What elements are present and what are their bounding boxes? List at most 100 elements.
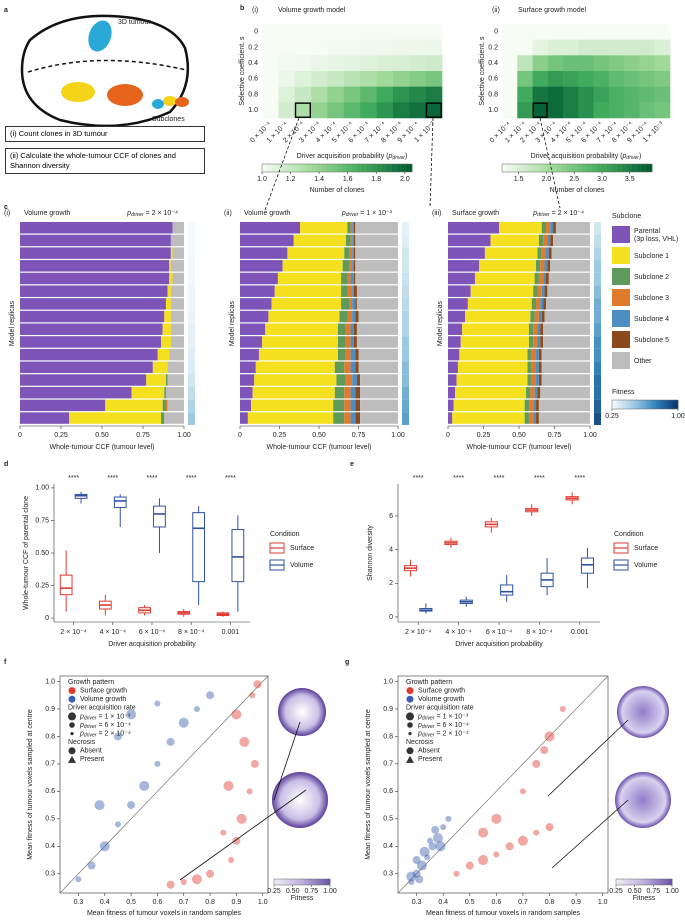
fitness-cell bbox=[402, 260, 409, 273]
x-tick-label: 0.75 bbox=[352, 432, 366, 439]
colorbar-step bbox=[512, 164, 518, 172]
bar-segment bbox=[350, 222, 353, 234]
heat-cell bbox=[311, 71, 328, 87]
colorbar-step bbox=[629, 879, 632, 885]
bar-segment bbox=[167, 285, 171, 297]
x-tick-label: 0.3 bbox=[412, 899, 422, 906]
x-tick-label: 0.7 bbox=[179, 899, 189, 906]
heat-cell bbox=[294, 24, 312, 40]
heat-cell bbox=[608, 102, 625, 119]
y-tick-label: 0.7 bbox=[383, 761, 393, 768]
bar-segment bbox=[344, 386, 351, 399]
bar-segment bbox=[252, 386, 335, 399]
fitness-cell bbox=[188, 260, 195, 273]
heat-cell bbox=[578, 71, 594, 87]
bar-segment bbox=[533, 412, 537, 424]
x-tick-label: 0.50 bbox=[512, 432, 526, 439]
heat-cell bbox=[392, 39, 410, 56]
legend-swatch bbox=[612, 247, 630, 264]
bar-segment bbox=[536, 374, 539, 386]
bar-segment bbox=[448, 234, 491, 247]
bar-segment bbox=[152, 361, 168, 374]
fitness-cell bbox=[402, 323, 409, 337]
colorbar-step bbox=[632, 879, 636, 885]
chart-title: Surface growth bbox=[452, 210, 499, 217]
colorbar-step bbox=[664, 400, 668, 409]
colorbar-step bbox=[617, 164, 623, 172]
fitness-cell bbox=[188, 348, 195, 362]
fitness-cell bbox=[188, 374, 195, 387]
colorbar-step bbox=[621, 879, 624, 885]
bar-segment bbox=[534, 272, 539, 285]
legend-key bbox=[68, 755, 76, 763]
colorbar-step bbox=[616, 879, 619, 885]
colorbar-step bbox=[592, 164, 598, 172]
heat-cell bbox=[608, 39, 625, 56]
bar-segment bbox=[533, 336, 538, 348]
bar-segment bbox=[337, 323, 346, 335]
legend-swatch bbox=[612, 331, 630, 348]
heat-cell bbox=[278, 86, 296, 103]
colorbar-tick-label: 0.25 bbox=[609, 888, 623, 895]
heat-cell bbox=[639, 71, 656, 87]
y-tick-label: 0.8 bbox=[383, 733, 393, 740]
point bbox=[228, 857, 235, 864]
colorbar-tick-label: 1.00 bbox=[323, 888, 337, 895]
bar-segment bbox=[254, 374, 337, 386]
bar-segment bbox=[350, 386, 356, 399]
bar-segment bbox=[157, 348, 170, 361]
box-body bbox=[580, 557, 595, 574]
point bbox=[231, 709, 242, 720]
point bbox=[250, 759, 259, 768]
heat-cell bbox=[425, 71, 443, 87]
colorbar-step bbox=[337, 164, 343, 172]
bar-segment bbox=[456, 374, 528, 386]
connector bbox=[539, 117, 561, 209]
bar-segment bbox=[342, 260, 350, 272]
bar-segment bbox=[170, 336, 184, 348]
bar-segment bbox=[530, 386, 535, 399]
colorbar-step bbox=[372, 164, 378, 172]
bar-segment bbox=[20, 386, 132, 399]
subclone-icon bbox=[175, 97, 189, 107]
heat-cell bbox=[262, 24, 279, 40]
legend-label: Volume growth bbox=[418, 696, 464, 703]
x-tick-label: 0.25 bbox=[477, 432, 491, 439]
chart-subtitle: pdriver = 1 × 10⁻³ bbox=[341, 210, 393, 218]
colorbar-step bbox=[507, 164, 513, 172]
bar-segment bbox=[20, 222, 173, 234]
bar-segment bbox=[164, 412, 184, 424]
point bbox=[193, 705, 200, 712]
colorbar-step bbox=[302, 879, 305, 885]
colorbar-step bbox=[607, 164, 613, 172]
heat-cell bbox=[425, 24, 443, 40]
box-body bbox=[153, 505, 166, 528]
fitness-cell bbox=[188, 310, 195, 324]
bar-segment bbox=[347, 285, 353, 297]
bar-segment bbox=[353, 234, 356, 247]
legend-key bbox=[406, 747, 414, 755]
bar-segment bbox=[550, 222, 554, 234]
bar-segment bbox=[355, 361, 359, 374]
significance: **** bbox=[186, 475, 197, 482]
fitness-cell bbox=[188, 412, 195, 425]
legend-label: Absent bbox=[80, 748, 102, 755]
sub-label: (ii) bbox=[492, 7, 500, 14]
y-tick-label: 0.9 bbox=[45, 706, 55, 713]
bar-segment bbox=[548, 247, 552, 259]
bar-segment bbox=[240, 399, 252, 412]
fitness-cell bbox=[402, 272, 409, 286]
bar-segment bbox=[345, 323, 351, 335]
fitness-cell bbox=[188, 247, 195, 261]
legend-key bbox=[408, 732, 412, 736]
x-tick-label: 2 × 10⁻⁴ bbox=[60, 629, 86, 636]
point bbox=[178, 717, 189, 728]
bar-segment bbox=[527, 348, 532, 361]
heat-cell bbox=[532, 86, 549, 103]
fitness-cell bbox=[402, 412, 409, 425]
colorbar-step bbox=[660, 400, 663, 409]
colorbar-step bbox=[309, 879, 312, 885]
bar-segment bbox=[341, 298, 350, 310]
heat-cell bbox=[517, 55, 533, 72]
highlight bbox=[294, 102, 311, 118]
